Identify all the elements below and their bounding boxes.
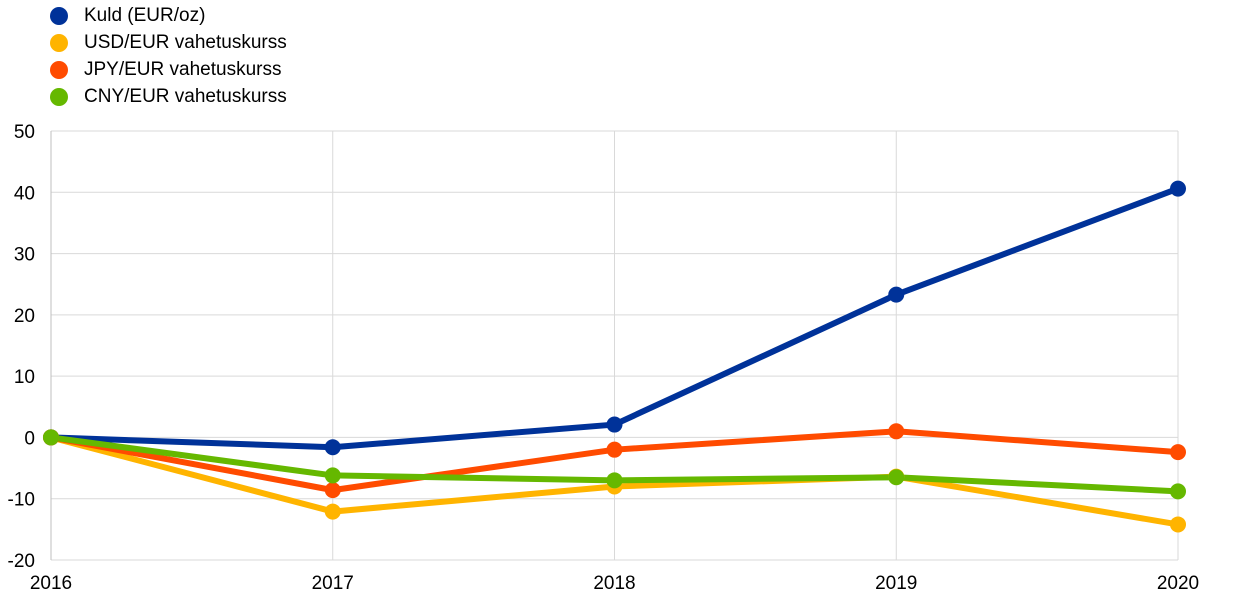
legend-label: Kuld (EUR/oz) <box>84 4 206 26</box>
data-point <box>888 469 905 486</box>
y-tick-label: 20 <box>14 306 35 327</box>
data-point <box>888 286 905 303</box>
legend-marker-icon <box>50 87 68 106</box>
y-tick-label: 10 <box>14 367 35 388</box>
data-point <box>324 467 341 484</box>
legend-label: USD/EUR vahetuskurss <box>84 31 287 53</box>
legend-item: Kuld (EUR/oz) <box>50 2 287 29</box>
data-point <box>888 423 905 440</box>
x-tick-label: 2016 <box>30 573 72 594</box>
data-point <box>1170 444 1186 461</box>
legend-item: USD/EUR vahetuskurss <box>50 29 287 56</box>
y-tick-label: 0 <box>24 428 35 449</box>
data-point <box>606 416 623 433</box>
legend-marker-icon <box>50 6 68 25</box>
legend-label: CNY/EUR vahetuskurss <box>84 85 287 107</box>
legend-item: JPY/EUR vahetuskurss <box>50 56 287 83</box>
data-point <box>324 503 341 520</box>
y-tick-label: -10 <box>8 490 35 511</box>
x-tick-label: 2019 <box>875 573 917 594</box>
x-tick-label: 2018 <box>593 573 635 594</box>
y-tick-label: 30 <box>14 245 35 266</box>
legend-item: CNY/EUR vahetuskurss <box>50 83 287 110</box>
y-tick-label: -20 <box>8 551 35 572</box>
legend-label: JPY/EUR vahetuskurss <box>84 58 282 80</box>
data-point <box>1170 516 1186 533</box>
legend: Kuld (EUR/oz) USD/EUR vahetuskurss JPY/EUR… <box>50 2 287 110</box>
data-point <box>1170 483 1186 500</box>
y-tick-label: 40 <box>14 183 35 204</box>
y-tick-label: 50 <box>14 122 35 143</box>
data-point <box>606 441 623 458</box>
data-point <box>606 472 623 489</box>
legend-marker-icon <box>50 33 68 52</box>
data-point <box>43 429 59 446</box>
legend-marker-icon <box>50 60 68 79</box>
data-point <box>324 482 341 499</box>
data-point <box>324 439 341 456</box>
data-point <box>1170 180 1186 197</box>
x-tick-label: 2017 <box>312 573 354 594</box>
x-tick-label: 2020 <box>1157 573 1199 594</box>
